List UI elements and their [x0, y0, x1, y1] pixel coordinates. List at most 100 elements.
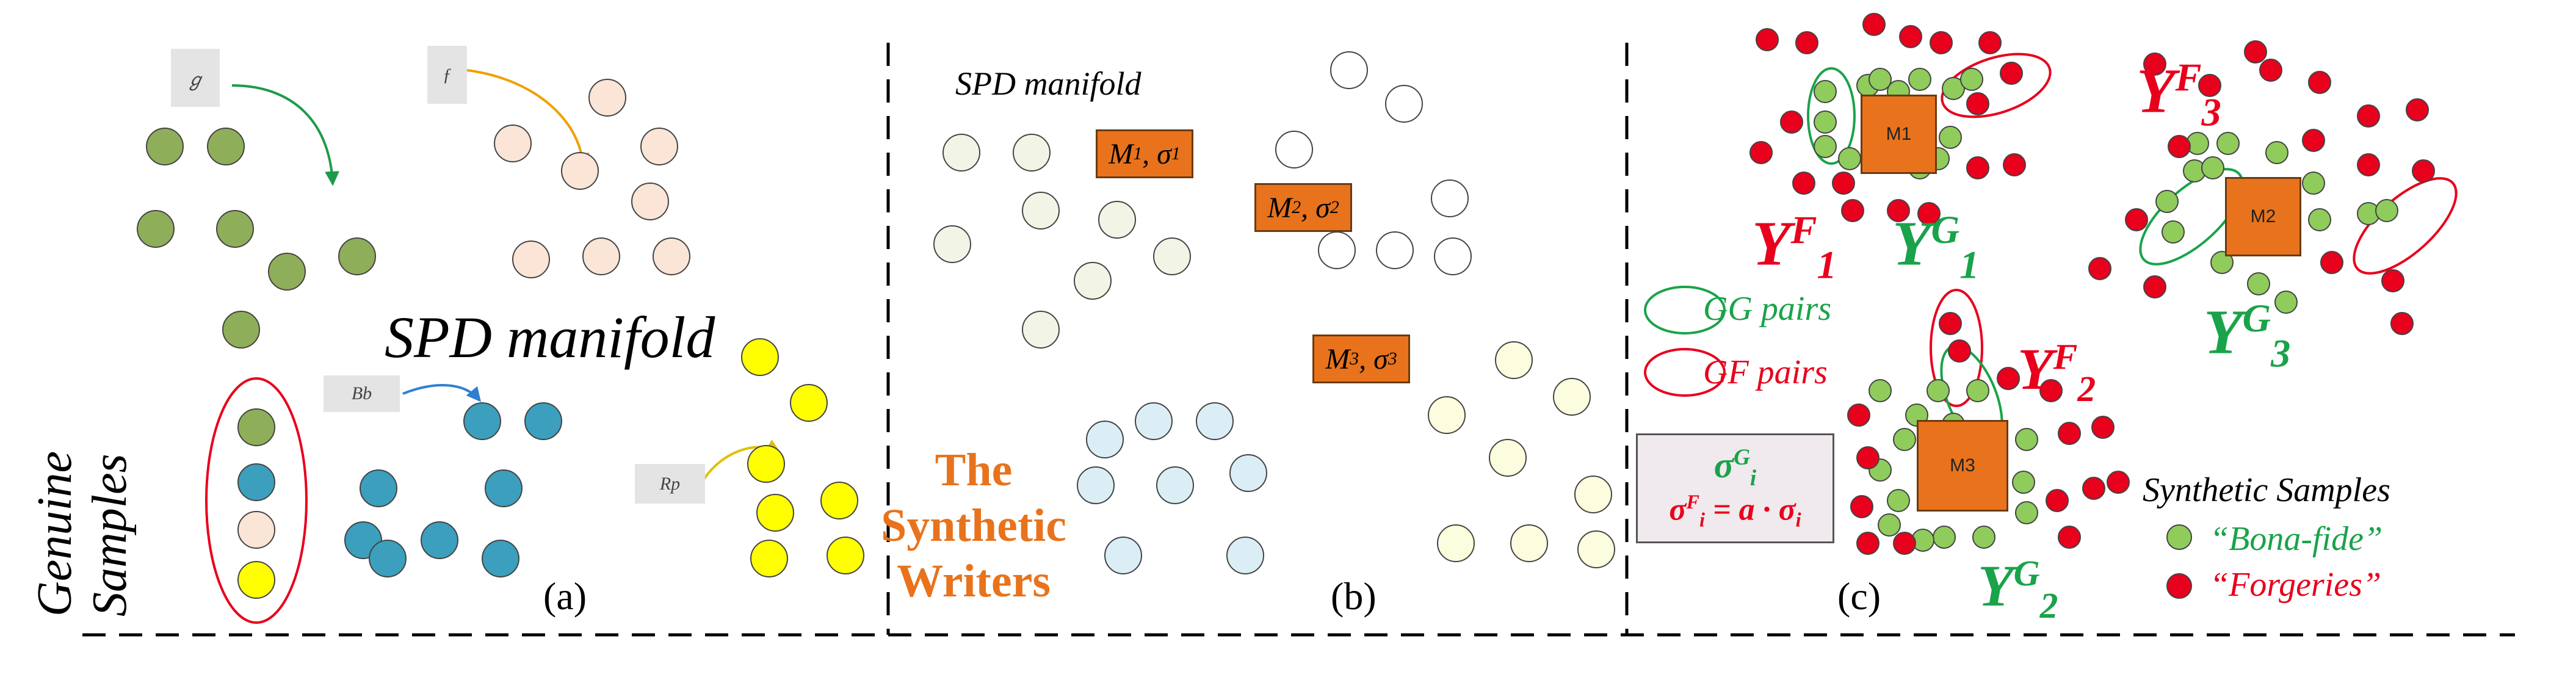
genuine-samples-ellipse	[205, 377, 308, 624]
sample-dot	[1074, 262, 1112, 300]
sample-dot	[268, 253, 306, 291]
sample-dot	[237, 463, 275, 501]
sample-dot	[1275, 131, 1313, 168]
box3-comma: ,	[1359, 342, 1374, 375]
legend-gg-label: GG pairs	[1703, 290, 1832, 328]
sample-dot	[2216, 132, 2240, 155]
sample-dot	[146, 128, 184, 165]
sample-dot	[1553, 378, 1591, 416]
sample-dot	[222, 311, 260, 349]
sample-dot	[1510, 524, 1548, 562]
sample-dot	[2210, 251, 2234, 274]
sample-dot	[1899, 25, 1922, 48]
synthetic-writers-label: The Synthetic Writers	[873, 443, 1074, 610]
signature-thumb-3: Bb	[324, 375, 400, 412]
sample-dot	[747, 445, 785, 483]
sample-dot	[1013, 134, 1051, 172]
sample-dot	[1756, 28, 1779, 51]
sample-dot	[1135, 402, 1173, 440]
sample-dot	[2302, 172, 2325, 195]
sample-dot	[741, 338, 779, 376]
sample-dot	[1878, 513, 1901, 537]
sample-dot	[2166, 573, 2192, 599]
box3-s-sub: 3	[1387, 349, 1397, 369]
sample-dot	[2125, 208, 2148, 231]
sample-dot	[2201, 156, 2224, 179]
sample-dot	[756, 494, 794, 532]
sigma-f-base: σ	[1669, 492, 1687, 527]
sample-dot	[1850, 495, 1873, 518]
sample-dot	[2088, 257, 2111, 280]
sample-dot	[1153, 237, 1191, 275]
sample-dot	[588, 79, 626, 117]
sample-dot	[1226, 537, 1264, 574]
sample-dot	[338, 237, 376, 275]
sample-dot	[1077, 466, 1115, 504]
sample-dot	[1098, 201, 1136, 239]
sample-dot	[1792, 172, 1815, 195]
sample-dot	[750, 540, 788, 577]
sigma-g: σGi	[1714, 445, 1757, 491]
sample-dot	[2259, 59, 2282, 82]
panel-a-caption: (a)	[543, 574, 587, 618]
sample-dot	[1869, 379, 1892, 402]
sigma-f-rhs-sub: i	[1795, 509, 1801, 532]
sample-dot	[2012, 471, 2035, 494]
sample-dot	[2155, 190, 2179, 213]
m3-box: M3	[1917, 420, 2008, 512]
sample-dot	[2003, 153, 2026, 176]
sample-dot	[216, 210, 254, 248]
sample-dot	[2058, 526, 2081, 549]
sample-dot	[1489, 439, 1527, 477]
sample-dot	[1814, 135, 1837, 158]
synthetic-samples-title: Synthetic Samples	[2143, 471, 2390, 509]
y-f3-base: Y	[2136, 56, 2176, 126]
sample-dot	[827, 537, 864, 574]
synthetic-line3: Writers	[897, 555, 1051, 607]
sample-dot	[1104, 537, 1142, 574]
samples-label: Samples	[83, 454, 137, 617]
sample-dot	[1893, 428, 1916, 451]
sample-dot	[2039, 379, 2063, 402]
sample-dot	[1966, 92, 1989, 115]
sample-dot	[2046, 489, 2069, 512]
sample-dot	[1917, 202, 1941, 225]
synthetic-line2: Synthetic	[881, 500, 1066, 552]
sample-dot	[820, 482, 858, 519]
sample-dot	[790, 384, 828, 422]
sample-dot	[631, 183, 669, 220]
genuine-label: Genuine	[28, 450, 82, 617]
arrow-green	[231, 84, 340, 186]
gg-ellipse-1	[1807, 67, 1856, 165]
sample-dot	[2244, 40, 2267, 63]
sample-dot	[1749, 141, 1773, 164]
box3-m-sub: 3	[1350, 349, 1359, 369]
sample-dot	[1780, 110, 1803, 134]
sample-dot	[1832, 172, 1855, 195]
sample-dot	[2000, 62, 2023, 85]
sample-dot	[512, 241, 550, 278]
y-g2-sub: 2	[2039, 585, 2058, 626]
sample-dot	[1318, 231, 1356, 269]
sample-dot	[2274, 291, 2298, 314]
sample-dot	[1966, 156, 1989, 179]
synthetic-line1: The	[935, 444, 1013, 496]
sample-dot	[1814, 110, 1837, 134]
box2-s: σ	[1315, 191, 1330, 224]
legend-gf-ellipse	[1644, 348, 1726, 397]
y-g1-sub: 1	[1959, 243, 1980, 287]
sample-dot	[2143, 275, 2166, 298]
panel-c-caption: (c)	[1837, 574, 1881, 618]
m2-box: M2	[2225, 177, 2301, 256]
sample-dot	[933, 225, 971, 263]
y-f2-sub: 2	[2077, 369, 2096, 410]
sample-dot	[2406, 98, 2429, 121]
sample-dot	[494, 125, 532, 162]
sample-dot	[561, 152, 599, 190]
sample-dot	[942, 134, 980, 172]
sample-dot	[2162, 220, 2185, 244]
y-f3-sub: 3	[2201, 90, 2221, 134]
sample-dot	[1086, 421, 1124, 458]
